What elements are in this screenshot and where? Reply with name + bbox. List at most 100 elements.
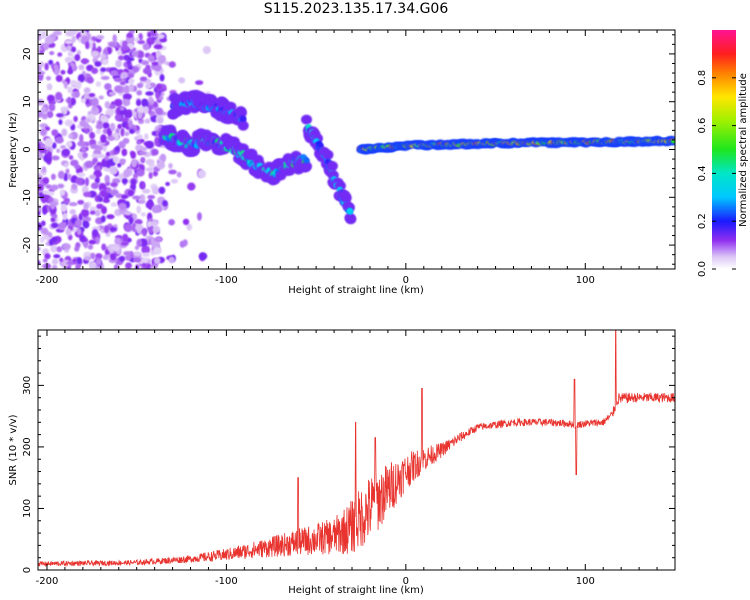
colorbar-tick-label: 0.2 — [697, 213, 708, 229]
heatmap-core — [303, 157, 310, 164]
top-y-tick-label: -20 — [22, 237, 33, 253]
heatmap-noise-blob — [145, 83, 152, 90]
heatmap-noise-blob — [127, 57, 135, 62]
heatmap-noise-blob — [117, 162, 122, 168]
chart-title: S115.2023.135.17.34.G06 — [263, 1, 449, 17]
heatmap-noise-blob — [148, 202, 153, 211]
heatmap-noise-blob — [41, 166, 47, 173]
heatmap-noise-blob — [111, 244, 121, 252]
heatmap-noise-blob — [128, 120, 133, 128]
heatmap-core — [670, 139, 675, 144]
heatmap-noise-blob — [89, 206, 97, 212]
heatmap-noise-blob — [115, 59, 122, 68]
heatmap-noise-blob — [60, 145, 67, 150]
snr-series-line — [38, 330, 675, 568]
heatmap-noise-blob — [86, 76, 94, 84]
heatmap-noise-blob — [57, 183, 65, 189]
heatmap-noise-blob — [67, 96, 72, 105]
heatmap-noise-blob — [131, 222, 137, 232]
heatmap-noise-blob — [40, 30, 47, 40]
heatmap-noise-blob — [100, 53, 107, 60]
heatmap-noise-blob — [120, 71, 129, 79]
heatmap-noise-blob — [74, 219, 83, 227]
heatmap-noise-blob — [148, 226, 154, 234]
heatmap-halo — [326, 161, 338, 172]
heatmap-noise-blob — [113, 98, 123, 107]
heatmap-noise-blob — [153, 44, 163, 50]
heatmap-noise-blob — [39, 49, 44, 55]
heatmap-noise-blob — [114, 113, 123, 122]
heatmap-noise-blob — [137, 50, 145, 59]
heatmap-halo — [300, 161, 312, 172]
heatmap-noise-blob — [151, 148, 159, 156]
heatmap-noise-blob — [110, 202, 118, 207]
heatmap-noise-blob — [92, 157, 98, 164]
heatmap-halo — [322, 149, 334, 160]
heatmap-noise-blob — [68, 155, 74, 160]
heatmap-noise-blob — [122, 233, 129, 243]
heatmap-noise-blob — [68, 65, 73, 75]
heatmap-noise-blob — [91, 229, 99, 237]
top-x-tick-label: 0 — [403, 275, 409, 286]
heatmap-noise-blob — [77, 73, 85, 83]
colorbar — [712, 30, 736, 269]
heatmap-noise-blob — [74, 53, 81, 61]
heatmap-noise-blob — [132, 195, 141, 200]
heatmap-noise-blob — [82, 238, 88, 243]
heatmap-noise-blob — [151, 205, 161, 214]
heatmap-noise-blob — [142, 67, 152, 75]
heatmap-noise-blob — [121, 148, 128, 157]
heatmap-noise-blob — [159, 37, 168, 43]
heatmap-noise-blob — [106, 214, 115, 220]
heatmap-noise-blob — [128, 83, 135, 93]
heatmap-noise-blob — [41, 220, 46, 227]
heatmap-noise-blob — [89, 210, 96, 215]
heatmap-noise-blob — [53, 254, 61, 259]
heatmap-noise-blob — [134, 136, 139, 141]
heatmap-noise-blob — [88, 261, 98, 269]
heatmap-noise-blob — [42, 205, 48, 215]
heatmap-noise-blob — [130, 178, 137, 186]
bottom-y-tick-label: 200 — [22, 437, 33, 456]
heatmap-noise-blob — [50, 184, 59, 191]
heatmap-noise-blob — [48, 59, 54, 65]
colorbar-label: Normalized spectral amplitude — [738, 73, 749, 227]
heatmap-noise-blob — [51, 142, 57, 149]
heatmap-noise-blob — [68, 133, 74, 139]
heatmap-noise-blob — [88, 93, 96, 98]
heatmap-noise-blob — [136, 169, 145, 177]
heatmap-noise-blob — [147, 54, 155, 63]
heatmap-noise-blob — [122, 137, 130, 145]
heatmap-noise-blob — [88, 239, 97, 245]
top-y-tick-label: 0 — [22, 146, 33, 152]
heatmap-noise-blob — [132, 257, 142, 263]
heatmap-noise-blob — [90, 50, 100, 58]
heatmap-noise-blob — [61, 148, 71, 157]
heatmap-noise-blob — [85, 41, 90, 50]
heatmap-noise-blob — [117, 123, 123, 130]
heatmap-noise-blob — [40, 227, 49, 235]
heatmap-noise-blob — [130, 151, 137, 159]
heatmap-noise-blob — [57, 170, 65, 180]
heatmap-noise-blob — [49, 51, 55, 56]
heatmap-halo — [340, 192, 352, 203]
top-x-tick-label: 100 — [576, 275, 595, 286]
heatmap-noise-blob — [142, 252, 151, 258]
heatmap-noise-blob — [65, 30, 75, 37]
heatmap-noise-blob — [126, 33, 134, 38]
heatmap-halo — [345, 214, 357, 225]
heatmap-noise-blob — [133, 66, 140, 73]
heatmap-noise-blob — [83, 241, 89, 249]
heatmap-noise-blob — [113, 263, 119, 269]
heatmap-noise-blob — [130, 158, 138, 168]
heatmap-noise-blob — [114, 237, 122, 246]
heatmap-noise-blob — [44, 35, 53, 45]
heatmap-noise-blob — [38, 98, 45, 106]
heatmap-noise-blob — [114, 85, 123, 93]
heatmap-noise-blob — [113, 77, 123, 83]
top-y-axis-label: Frequency (Hz) — [8, 112, 19, 188]
heatmap-noise-blob — [51, 258, 59, 265]
heatmap-noise-blob — [142, 99, 149, 109]
bottom-y-tick-label: 300 — [22, 376, 33, 395]
